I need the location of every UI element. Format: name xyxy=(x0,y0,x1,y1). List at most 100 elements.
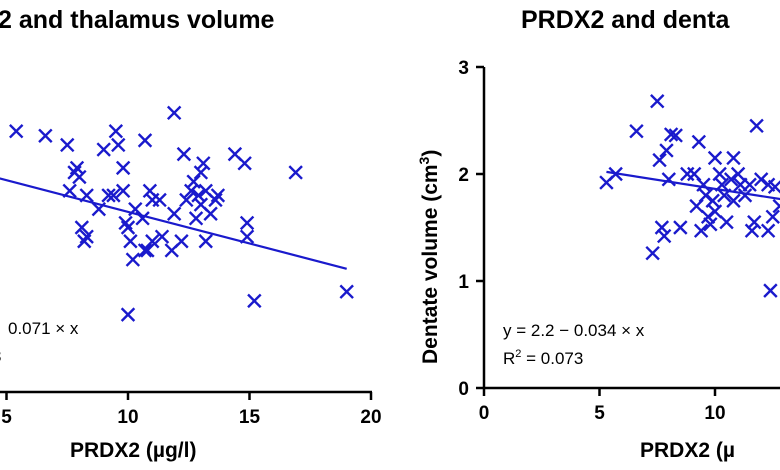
data-point xyxy=(726,150,741,166)
data-point xyxy=(60,137,75,153)
data-point xyxy=(152,192,167,208)
data-point xyxy=(145,234,160,249)
right-chart: PRDX2 and denta Dentate volume (cm3) 012… xyxy=(416,6,780,462)
right-chart-y-ticks: 0 1 2 3 xyxy=(458,58,484,400)
right-chart-r2-main: R xyxy=(503,349,515,368)
data-point xyxy=(120,307,136,322)
data-point xyxy=(72,169,87,185)
data-point xyxy=(656,228,672,244)
left-chart-equation: 0.071 × x xyxy=(8,319,79,338)
right-chart-title: PRDX2 and denta xyxy=(521,6,730,34)
data-point xyxy=(174,234,189,249)
right-chart-y-label: Dentate volume (cm3) xyxy=(416,150,442,364)
data-point xyxy=(203,206,218,221)
y-tick-label: 1 xyxy=(458,272,469,293)
data-point xyxy=(137,243,153,258)
data-point xyxy=(77,234,92,249)
data-point xyxy=(108,124,124,139)
left-chart-title: 2 and thalamus volume xyxy=(0,6,275,34)
right-chart-y-label-sup: 3 xyxy=(416,156,432,164)
data-point xyxy=(765,209,780,224)
x-tick-label: 15 xyxy=(239,407,261,428)
data-point xyxy=(652,152,667,168)
right-chart-r2-sup: 2 xyxy=(515,348,521,360)
x-tick-label: 10 xyxy=(117,407,138,428)
data-point xyxy=(186,174,201,189)
data-point xyxy=(737,188,753,203)
data-point xyxy=(763,283,778,298)
x-tick-label: 0 xyxy=(479,403,490,424)
data-point xyxy=(166,105,182,121)
data-point xyxy=(629,124,644,139)
data-point xyxy=(693,223,709,238)
data-point xyxy=(767,179,780,195)
left-chart-r2: 3 xyxy=(0,347,1,366)
x-tick-label: 5 xyxy=(594,403,605,424)
left-chart-x-label: PRDX2 (µg/l) xyxy=(70,439,196,462)
right-chart-r2: R2 = 0.073 xyxy=(503,348,583,368)
data-point xyxy=(237,156,252,171)
data-point xyxy=(137,133,153,148)
data-point xyxy=(703,217,718,232)
right-chart-markers xyxy=(599,94,780,298)
data-point xyxy=(140,243,155,258)
data-point xyxy=(673,220,688,235)
x-tick-label: 5 xyxy=(1,407,12,428)
data-point xyxy=(239,215,255,231)
y-tick-label: 2 xyxy=(458,165,469,186)
y-tick-label: 0 xyxy=(458,379,469,400)
data-point xyxy=(176,146,192,162)
data-point xyxy=(115,183,131,199)
data-point xyxy=(188,211,204,226)
right-chart-r2-end: = 0.073 xyxy=(521,349,583,368)
data-point xyxy=(62,183,77,199)
data-point xyxy=(668,128,683,143)
data-point xyxy=(650,94,665,109)
right-chart-y-label-end: ) xyxy=(419,150,442,157)
data-point xyxy=(96,142,111,157)
data-point xyxy=(198,234,213,249)
data-point xyxy=(196,156,211,171)
x-tick-label: 10 xyxy=(704,403,725,424)
data-point xyxy=(74,220,90,235)
data-point xyxy=(288,165,303,180)
data-point xyxy=(707,150,723,166)
y-tick-label: 3 xyxy=(458,58,469,79)
data-point xyxy=(733,177,748,192)
right-chart-y-label-main: Dentate volume (cm xyxy=(419,164,442,364)
data-point xyxy=(712,166,727,182)
left-chart-markers xyxy=(9,105,354,322)
data-point xyxy=(9,124,24,139)
data-point xyxy=(719,214,734,230)
data-point xyxy=(749,118,764,134)
data-point xyxy=(210,188,226,203)
data-point xyxy=(730,166,746,182)
data-point xyxy=(726,193,741,208)
data-point xyxy=(120,220,136,235)
data-point xyxy=(339,284,354,299)
data-point xyxy=(760,177,776,192)
data-point xyxy=(179,192,194,208)
right-chart-fit-line xyxy=(606,170,780,201)
data-point xyxy=(166,206,182,221)
data-point xyxy=(106,188,121,203)
data-point xyxy=(705,193,720,208)
right-chart-equation: y = 2.2 − 0.034 × x xyxy=(503,321,645,340)
data-point xyxy=(691,134,707,150)
data-point xyxy=(115,160,131,176)
left-chart: 2 and thalamus volume 5 10 15 20 0.071 × x … xyxy=(0,6,382,462)
right-chart-x-ticks: 0 5 10 xyxy=(479,388,726,424)
data-point xyxy=(239,229,255,244)
data-point xyxy=(154,229,170,244)
data-point xyxy=(707,204,723,219)
data-point xyxy=(247,293,262,309)
data-point xyxy=(38,128,53,143)
left-chart-x-ticks: 5 10 15 20 xyxy=(1,392,382,428)
data-point xyxy=(742,177,757,192)
data-point xyxy=(111,137,126,153)
data-point xyxy=(101,188,116,203)
data-point xyxy=(659,143,674,158)
right-chart-x-label: PRDX2 (µ xyxy=(640,439,735,462)
left-chart-fit-line xyxy=(0,177,347,270)
